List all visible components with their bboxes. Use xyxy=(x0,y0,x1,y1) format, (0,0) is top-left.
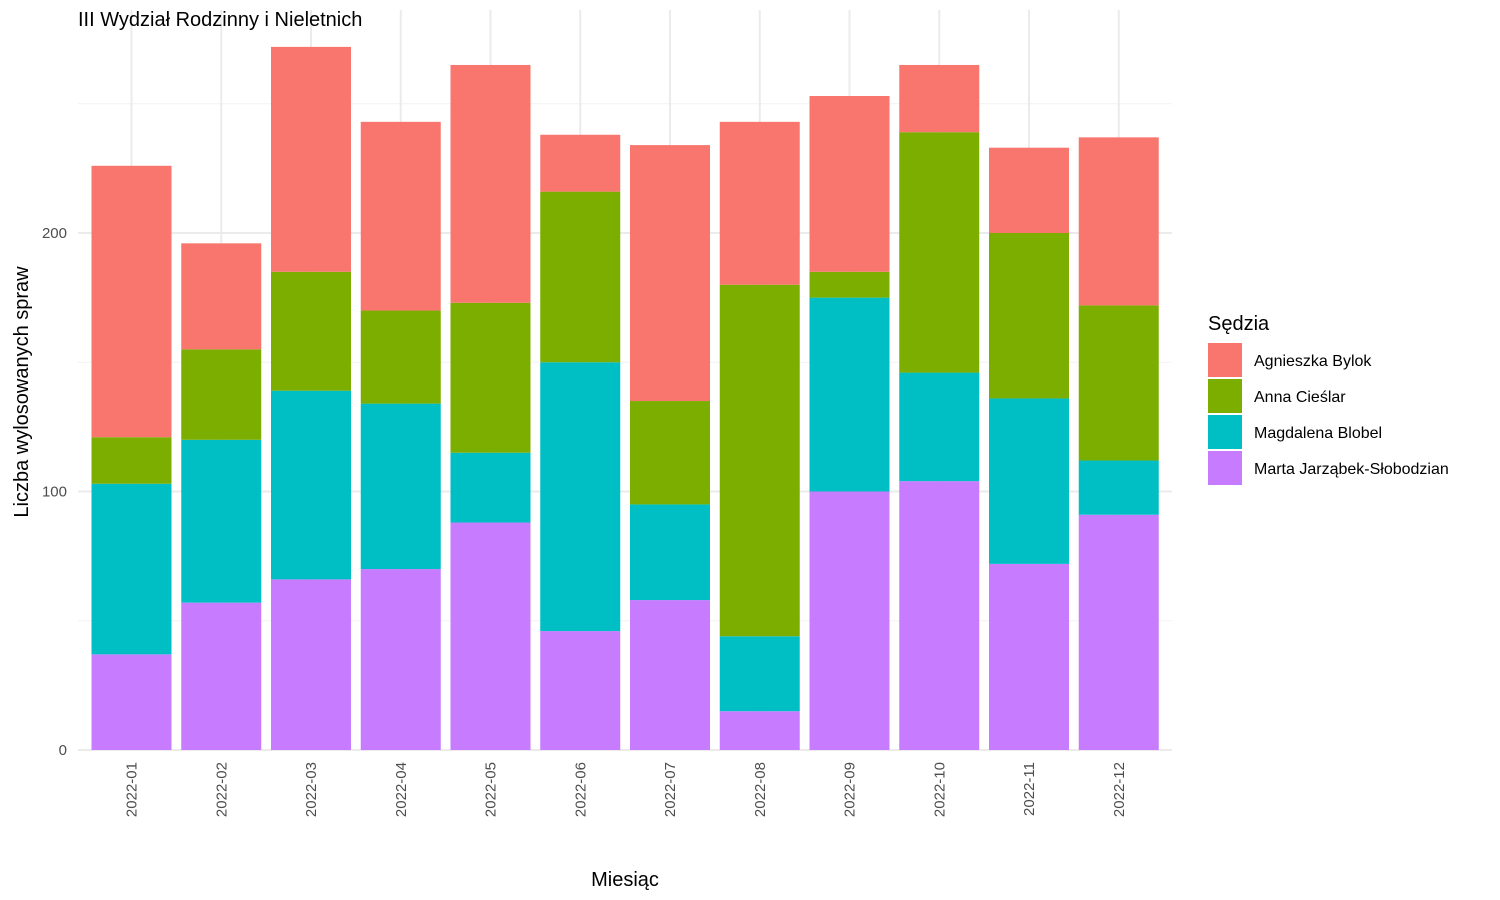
bars xyxy=(91,46,1159,750)
legend: Sędzia Agnieszka Bylok Anna Cieślar Magdal… xyxy=(1208,313,1449,485)
x-tick-label: 2022-09 xyxy=(842,762,859,817)
bar-segment xyxy=(630,145,710,402)
bar-segment xyxy=(719,636,800,712)
bar-segment xyxy=(1078,514,1159,750)
y-tick-label: 100 xyxy=(42,484,67,501)
bar-segment xyxy=(450,452,531,523)
bar-segment xyxy=(91,437,172,484)
x-tick-label: 2022-07 xyxy=(662,762,679,817)
legend-title: Sędzia xyxy=(1208,313,1270,335)
legend-label: Agnieszka Bylok xyxy=(1254,353,1372,370)
legend-label: Magdalena Blobel xyxy=(1254,425,1382,442)
bar-segment xyxy=(360,310,441,404)
bar-segment xyxy=(540,134,621,192)
bar-segment xyxy=(899,372,980,482)
bar-segment xyxy=(181,243,262,350)
bar-segment xyxy=(630,504,710,601)
legend-label: Anna Cieślar xyxy=(1254,389,1346,406)
x-tick-label: 2022-06 xyxy=(572,762,589,817)
bar-segment xyxy=(91,654,172,750)
bar-segment xyxy=(271,46,351,272)
y-tick-label: 0 xyxy=(59,742,67,759)
bar-segment xyxy=(899,132,980,373)
x-tick-labels: 2022-01 2022-02 2022-03 2022-04 2022-05 2022-… xyxy=(124,762,1128,817)
x-tick-label: 2022-10 xyxy=(931,762,948,817)
x-tick-label: 2022-01 xyxy=(124,762,141,817)
bar-segment xyxy=(719,121,800,285)
bar-segment xyxy=(899,481,980,750)
bar-segment xyxy=(989,233,1069,399)
bar-segment xyxy=(360,121,441,311)
bar-segment xyxy=(271,579,351,750)
y-tick-labels: 0 100 200 xyxy=(42,225,67,759)
bar-segment xyxy=(450,302,531,453)
bar-segment xyxy=(809,271,890,298)
bar-segment xyxy=(630,600,710,750)
x-axis-title: Miesiąc xyxy=(591,869,659,891)
bar-segment xyxy=(540,362,621,632)
bar-segment xyxy=(719,284,800,637)
legend-swatch xyxy=(1208,343,1242,377)
bar-segment xyxy=(1078,460,1159,515)
bar-segment xyxy=(181,439,262,603)
bar-segment xyxy=(989,563,1069,750)
legend-swatch xyxy=(1208,379,1242,413)
bar-segment xyxy=(989,147,1069,233)
bar-segment xyxy=(540,191,621,363)
bar-segment xyxy=(899,64,980,133)
x-tick-label: 2022-08 xyxy=(752,762,769,817)
bar-segment xyxy=(450,64,531,303)
legend-swatch xyxy=(1208,415,1242,449)
bar-segment xyxy=(271,390,351,580)
x-tick-label: 2022-02 xyxy=(213,762,230,817)
x-tick-label: 2022-05 xyxy=(483,762,500,817)
bar-segment xyxy=(809,95,890,272)
bar-segment xyxy=(91,483,172,655)
bar-segment xyxy=(1078,137,1159,306)
bar-segment xyxy=(360,403,441,570)
bar-segment xyxy=(630,401,710,505)
x-tick-label: 2022-11 xyxy=(1021,762,1038,816)
x-tick-label: 2022-03 xyxy=(303,762,320,817)
x-tick-label: 2022-04 xyxy=(393,762,410,817)
bar-segment xyxy=(540,631,621,750)
bar-segment xyxy=(91,165,172,438)
legend-label: Marta Jarząbek-Słobodzian xyxy=(1254,461,1449,478)
bar-segment xyxy=(809,491,890,750)
bar-segment xyxy=(989,398,1069,564)
chart-title: III Wydział Rodzinny i Nieletnich xyxy=(78,9,362,31)
bar-segment xyxy=(809,297,890,492)
bar-segment xyxy=(271,271,351,391)
bar-segment xyxy=(450,522,531,750)
bar-segment xyxy=(719,711,800,750)
bar-segment xyxy=(181,602,262,750)
x-tick-label: 2022-12 xyxy=(1111,762,1128,817)
bar-segment xyxy=(360,569,441,750)
bar-segment xyxy=(1078,305,1159,461)
legend-swatch xyxy=(1208,451,1242,485)
y-axis-title: Liczba wylosowanych spraw xyxy=(11,266,33,518)
bar-segment xyxy=(181,349,262,440)
y-tick-label: 200 xyxy=(42,225,67,242)
